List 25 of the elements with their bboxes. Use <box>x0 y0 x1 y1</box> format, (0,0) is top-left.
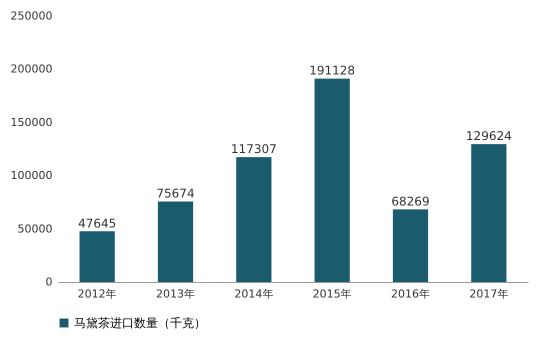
y-tick-label: 50000 <box>18 222 52 236</box>
bar <box>314 78 350 282</box>
data-label: 191128 <box>309 64 356 78</box>
bar <box>392 209 428 282</box>
y-tick-label: 150000 <box>10 116 52 129</box>
y-tick-label: 100000 <box>10 169 52 182</box>
x-tick-label: 2013年 <box>156 288 195 300</box>
bar <box>80 231 115 282</box>
data-label: 75674 <box>156 186 195 200</box>
bar <box>471 144 506 282</box>
data-label: 47645 <box>78 216 116 230</box>
y-tick-label: 200000 <box>10 62 52 76</box>
y-tick-label: 0 <box>46 276 52 288</box>
y-tick-label: 250000 <box>10 10 52 22</box>
data-label: 68269 <box>391 194 430 208</box>
x-tick-label: 2017年 <box>469 288 508 300</box>
x-tick-label: 2014年 <box>234 288 274 300</box>
bar <box>236 157 272 282</box>
legend-label: 马黛茶进口数量（千克） <box>74 316 206 330</box>
x-tick-label: 2016年 <box>391 288 430 300</box>
data-label: 117307 <box>230 142 277 156</box>
x-tick-label: 2015年 <box>312 288 352 300</box>
x-tick-label: 2012年 <box>78 288 117 300</box>
data-label: 129624 <box>466 129 512 144</box>
bar <box>158 201 194 282</box>
